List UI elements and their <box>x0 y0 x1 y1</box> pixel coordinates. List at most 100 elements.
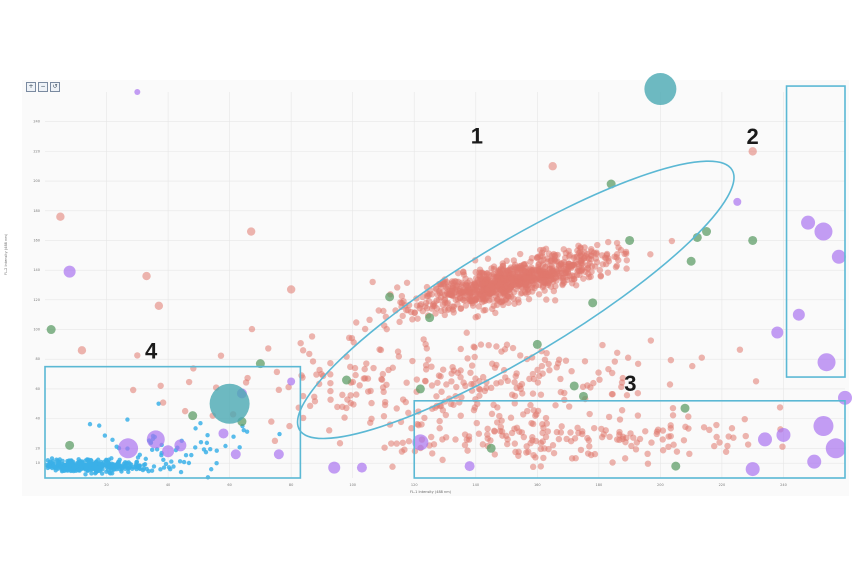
red-point <box>680 437 688 444</box>
purple-point <box>63 265 76 278</box>
red-point <box>393 405 400 412</box>
red-point <box>518 289 526 297</box>
red-point <box>698 354 705 361</box>
x-tick-label: 200 <box>657 483 664 487</box>
red-point <box>399 312 406 320</box>
red-point <box>246 227 256 236</box>
red-point <box>730 434 737 441</box>
red-point <box>457 305 464 312</box>
red-point <box>528 419 535 427</box>
red-point <box>598 425 605 433</box>
blue-point <box>58 464 64 470</box>
red-point <box>493 361 500 369</box>
red-point <box>448 284 456 292</box>
blue-point <box>64 466 69 471</box>
x-tick-label: 20 <box>104 483 108 487</box>
red-point <box>546 366 553 374</box>
red-point <box>548 162 557 171</box>
x-tick-label: 60 <box>227 483 231 487</box>
red-point <box>540 454 547 462</box>
blue-point <box>151 464 157 469</box>
green-point <box>680 403 690 413</box>
red-point <box>368 399 375 407</box>
purple-point <box>745 462 760 477</box>
red-point <box>414 315 421 322</box>
y-tick-label: 20 <box>36 446 40 450</box>
red-point <box>472 375 479 382</box>
y-tick-label: 60 <box>36 387 40 391</box>
y-axis-title: FL-2 Intensity (488 nm) <box>4 233 8 275</box>
red-point <box>134 352 141 359</box>
red-point <box>437 293 445 301</box>
red-point <box>488 283 496 291</box>
red-point <box>498 348 505 355</box>
red-point <box>519 390 526 397</box>
red-point <box>545 360 552 368</box>
red-point <box>552 274 559 281</box>
red-point <box>422 299 430 307</box>
red-point <box>454 269 462 277</box>
red-point <box>618 383 625 391</box>
y-tick-label: 160 <box>33 238 40 242</box>
blue-point <box>143 456 148 462</box>
red-point <box>299 414 307 422</box>
red-point <box>513 370 520 377</box>
red-point <box>623 265 630 272</box>
red-point <box>555 435 563 443</box>
red-point <box>464 282 472 290</box>
red-point <box>378 376 386 383</box>
red-point <box>422 361 430 369</box>
red-point <box>403 279 411 286</box>
purple-point <box>328 461 341 474</box>
red-point <box>493 419 501 426</box>
blue-point <box>208 447 213 452</box>
red-point <box>634 360 642 367</box>
red-point <box>361 375 369 382</box>
red-point <box>369 278 376 286</box>
red-point <box>361 365 368 373</box>
red-point <box>716 439 723 446</box>
red-point <box>398 448 406 455</box>
reset-zoom-icon[interactable]: ↺ <box>50 82 60 92</box>
red-point <box>628 442 635 450</box>
red-point <box>364 388 372 395</box>
red-point <box>522 268 529 275</box>
red-point <box>574 247 581 254</box>
red-point <box>685 413 692 420</box>
blue-point <box>114 444 119 449</box>
red-point <box>616 431 623 438</box>
zoom-icon[interactable]: + <box>26 82 36 92</box>
zoom-out-icon[interactable]: − <box>38 82 48 92</box>
red-point <box>508 429 516 437</box>
red-point <box>271 437 279 445</box>
red-point <box>381 398 389 406</box>
blue-point <box>125 417 130 422</box>
red-point <box>624 354 632 361</box>
blue-point <box>205 432 210 438</box>
red-point <box>457 367 464 374</box>
red-point <box>606 433 613 441</box>
red-point <box>541 356 549 363</box>
red-point <box>669 404 677 412</box>
purple-point <box>146 430 165 449</box>
blue-point <box>142 462 148 467</box>
red-point <box>353 319 360 326</box>
red-point <box>659 447 667 454</box>
green-point <box>385 292 395 302</box>
blue-point <box>178 469 184 475</box>
red-point <box>480 307 487 314</box>
red-point <box>503 341 511 348</box>
red-point <box>423 305 431 312</box>
red-point <box>550 449 558 457</box>
blue-point <box>149 468 155 473</box>
red-point <box>493 343 500 350</box>
blue-point <box>171 464 176 469</box>
red-point <box>668 237 676 245</box>
red-point <box>529 463 537 471</box>
red-point <box>409 316 416 323</box>
red-point <box>541 445 548 452</box>
red-point <box>557 375 564 383</box>
red-point <box>621 455 629 462</box>
red-point <box>470 283 477 291</box>
